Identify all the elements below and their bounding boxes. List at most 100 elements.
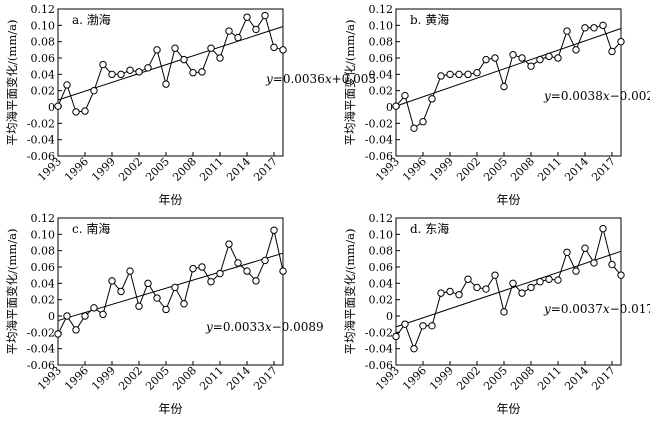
panel-1-data-point <box>198 68 206 76</box>
panel-1-data-point <box>261 11 269 20</box>
panel-1-x-tick-label: 2014 <box>224 155 253 184</box>
panel-3-data-point <box>108 277 116 285</box>
panel-1-y-tick-label: 0.10 <box>31 19 56 32</box>
panel-2-data-point <box>572 46 580 54</box>
panel-3-chart: -0.06 -0.04 -0.02 0 0.02 0.04 0.06 0.08 0.10 0.12… <box>5 212 324 416</box>
panel-3-x-axis-label: 年份 <box>158 402 182 416</box>
panel-3-y-axis-label: 平均海平面变化/(mm/a) <box>5 229 19 355</box>
panel-4-data-point <box>410 344 418 353</box>
panel-2-y-tick-label: 0.12 <box>369 3 394 16</box>
panel-2-x-tick-label: 2017 <box>589 155 618 184</box>
panel-4-data-point <box>590 259 598 267</box>
panel-1-data-point <box>153 46 161 54</box>
panel-1-data-point <box>216 54 224 62</box>
panel-1-data-point <box>54 102 62 110</box>
panel-4-x-tick-label: 2017 <box>589 364 618 393</box>
panel-1-data-point <box>180 55 188 64</box>
panel-3-data-point <box>171 283 179 292</box>
panel-2-y-tick-label: 0.04 <box>369 68 394 81</box>
panel-1-data-point <box>90 86 98 95</box>
panel-1-y-tick-label: 0 <box>48 101 55 114</box>
panel-1-data-point <box>189 69 197 77</box>
panel-4-data-point <box>446 287 454 296</box>
panel-4-equation-x: x <box>603 302 610 316</box>
panel-1-y-tick-label: 0.08 <box>31 36 56 49</box>
panel-3-x-tick-label: 1999 <box>89 364 118 393</box>
panel-3-data-point <box>270 226 278 234</box>
panel-2-data-point <box>518 54 526 62</box>
panel-1-equation-intercept: +0.005 <box>332 72 376 86</box>
panel-2-chart: -0.06 -0.04 -0.02 0 0.02 0.04 0.06 0.08 0.10 0.12… <box>343 3 650 207</box>
panel-3-y-tick-label: 0 <box>48 310 55 323</box>
panel-1-y-tick-label: -0.02 <box>27 117 55 130</box>
panel-4-data-point <box>536 278 544 286</box>
panel-1-data-point <box>144 64 152 72</box>
panel-4-series-line <box>395 228 622 351</box>
panel-2-data-point <box>419 118 427 126</box>
panel-2-data-point <box>401 91 409 100</box>
panel-2-data-point <box>455 70 463 79</box>
panel-4-data-point <box>401 320 409 328</box>
panel-3-data-point <box>180 300 188 308</box>
panel-3-data-point <box>63 312 71 320</box>
panel-1-y-tick-label: 0.12 <box>31 3 56 16</box>
panel-2-y-tick-label: 0.10 <box>369 19 394 32</box>
panel-1-x-tick-label: 1999 <box>89 155 118 184</box>
panel-2-data-point <box>482 55 490 64</box>
panel-4-data-point <box>572 267 580 275</box>
panel-1-x-tick-label: 2008 <box>170 155 199 184</box>
panel-1-data-point <box>63 81 71 89</box>
panel-1-equation-y: y <box>265 72 273 86</box>
panel-1-x-tick-label: 2017 <box>251 155 280 184</box>
panel-1-trend-equation: y=0.0036x+0.005 <box>265 72 376 86</box>
panel-2-data-point <box>536 55 544 64</box>
panel-4-data-point <box>527 283 535 292</box>
panel-4-data-point <box>455 291 463 299</box>
panel-1-y-tick-label: -0.06 <box>27 150 55 163</box>
panel-3-y-tick-label: 0.06 <box>31 261 56 274</box>
panel-4-y-axis-label: 平均海平面变化/(mm/a) <box>343 229 357 355</box>
panel-1-data-point <box>243 13 251 21</box>
panel-2-data-point <box>491 54 499 62</box>
panel-4-data-point <box>563 248 571 257</box>
panel-1-series-line <box>57 14 284 113</box>
panel-1-y-tick-label: 0.04 <box>31 68 56 81</box>
panel-1-data-point <box>126 66 134 74</box>
panel-2-data-point <box>581 24 589 32</box>
panel-3-data-point <box>90 304 98 312</box>
panel-2-data-point <box>599 21 607 30</box>
panel-3-y-tick-label: -0.02 <box>27 326 55 339</box>
panel-3-data-point <box>261 256 269 265</box>
panel-1-data-point <box>171 44 179 52</box>
panel-1-y-axis-label: 平均海平面变化/(mm/a) <box>5 20 19 146</box>
panel-1-plot-frame <box>57 8 284 157</box>
panel-3-data-point <box>225 240 233 248</box>
panel-3-x-tick-label: 2002 <box>116 364 145 393</box>
panel-3-data-point <box>234 259 242 267</box>
panel-4-plot-frame <box>395 217 622 366</box>
panel-3-data-point <box>189 264 197 273</box>
panel-4-y-tick-label: 0 <box>386 310 393 323</box>
panel-3-data-point <box>207 278 215 286</box>
panel-3-y-tick-label: 0.02 <box>31 294 56 307</box>
panel-3-y-tick-label: -0.06 <box>27 359 55 372</box>
panel-2-x-tick-label: 2005 <box>481 155 510 184</box>
panel-4-y-tick-label: 0.04 <box>369 277 394 290</box>
panel-4-y-tick-label: -0.04 <box>365 343 393 356</box>
panel-2-data-point <box>617 37 625 46</box>
panel-1-data-point <box>252 25 260 34</box>
panel-4-data-point <box>392 332 400 341</box>
panel-4-x-tick-label: 1996 <box>400 364 429 393</box>
panel-1-y-tick-label: 0.06 <box>31 52 56 65</box>
panel-4-y-tick-label: 0.12 <box>369 212 394 225</box>
panel-4-x-axis-label: 年份 <box>496 402 520 416</box>
panel-2-y-tick-label: -0.04 <box>365 134 393 147</box>
panel-3-equation-y: y <box>205 320 213 334</box>
panel-2-plot-frame <box>395 8 622 157</box>
panel-3-equation-x: x <box>265 320 272 334</box>
panel-2-data-point <box>608 47 616 56</box>
panel-1-data-point <box>72 108 80 116</box>
panel-4-data-point <box>518 289 526 297</box>
panel-2-series-line <box>395 24 622 130</box>
panel-1-equation-slope: =0.0036 <box>273 72 325 86</box>
